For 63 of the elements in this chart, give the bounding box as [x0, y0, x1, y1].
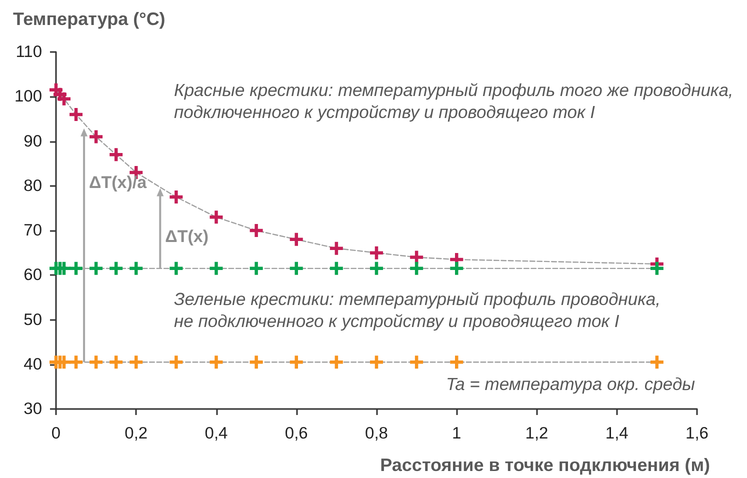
- point: [110, 262, 123, 275]
- point: [90, 130, 103, 144]
- x-tick-label: 0,4: [204, 424, 228, 442]
- point: [330, 356, 343, 369]
- point: [650, 356, 664, 369]
- x-tick-label: 0,8: [365, 424, 388, 442]
- annotation: Ta = температура окр. среды: [446, 373, 696, 395]
- point: [250, 356, 263, 369]
- x-tick-label: 1,4: [605, 424, 628, 442]
- point: [130, 262, 143, 275]
- point: [650, 262, 664, 275]
- point: [210, 210, 223, 224]
- y-tick-label: 110: [16, 43, 42, 61]
- x-tick-label: 1: [452, 424, 462, 442]
- y-tick-label: 100: [14, 88, 42, 106]
- y-tick-label: 50: [24, 310, 42, 329]
- point: [170, 190, 183, 204]
- point: [58, 92, 71, 106]
- point: [210, 262, 223, 275]
- point: [58, 356, 71, 369]
- point: [290, 262, 303, 275]
- x-tick-label: 1,6: [686, 424, 708, 442]
- point: [70, 108, 83, 121]
- annotation: Красные крестики: температурный профиль того же проводника, подключенного к устройству и проводящего ток I: [174, 79, 734, 123]
- point: [370, 246, 383, 260]
- x-tick-label: 1,2: [525, 424, 548, 442]
- x-tick-label: 0,2: [124, 424, 148, 442]
- point: [130, 356, 143, 369]
- x-tick-label: 0,6: [284, 424, 308, 442]
- annotation: Зеленые крестики: температурный профиль проводника, не подключенного к устройству и проводящего ток I: [174, 288, 662, 332]
- point: [210, 356, 223, 369]
- y-axis-title: Температура (°C): [13, 9, 166, 29]
- point: [170, 262, 183, 275]
- point: [70, 356, 83, 369]
- annotation: ΔT(x): [165, 227, 209, 246]
- point: [410, 262, 424, 275]
- point: [370, 356, 383, 369]
- point: [90, 262, 103, 275]
- point: [250, 262, 263, 275]
- y-tick-label: 90: [24, 132, 42, 150]
- point: [330, 242, 343, 255]
- y-tick-label: 70: [24, 222, 42, 240]
- point: [290, 232, 303, 246]
- y-tick-label: 30: [24, 400, 42, 418]
- point: [110, 356, 123, 369]
- point: [410, 250, 424, 264]
- annotation: ΔT(x)/a: [89, 173, 147, 192]
- y-tick-label: 40: [24, 355, 42, 374]
- point: [330, 262, 343, 275]
- point: [370, 262, 383, 275]
- point: [170, 356, 183, 369]
- point: [250, 224, 263, 237]
- point: [450, 262, 464, 275]
- point: [70, 262, 83, 275]
- point: [90, 356, 103, 369]
- y-tick-label: 80: [24, 176, 42, 195]
- y-tick-label: 60: [24, 266, 42, 284]
- x-axis-title: Расстояние в точке подключения (м): [380, 455, 710, 475]
- x-tick-label: 0: [51, 424, 61, 442]
- point: [110, 148, 123, 162]
- point: [290, 356, 303, 369]
- point: [450, 356, 464, 369]
- point: [410, 356, 424, 369]
